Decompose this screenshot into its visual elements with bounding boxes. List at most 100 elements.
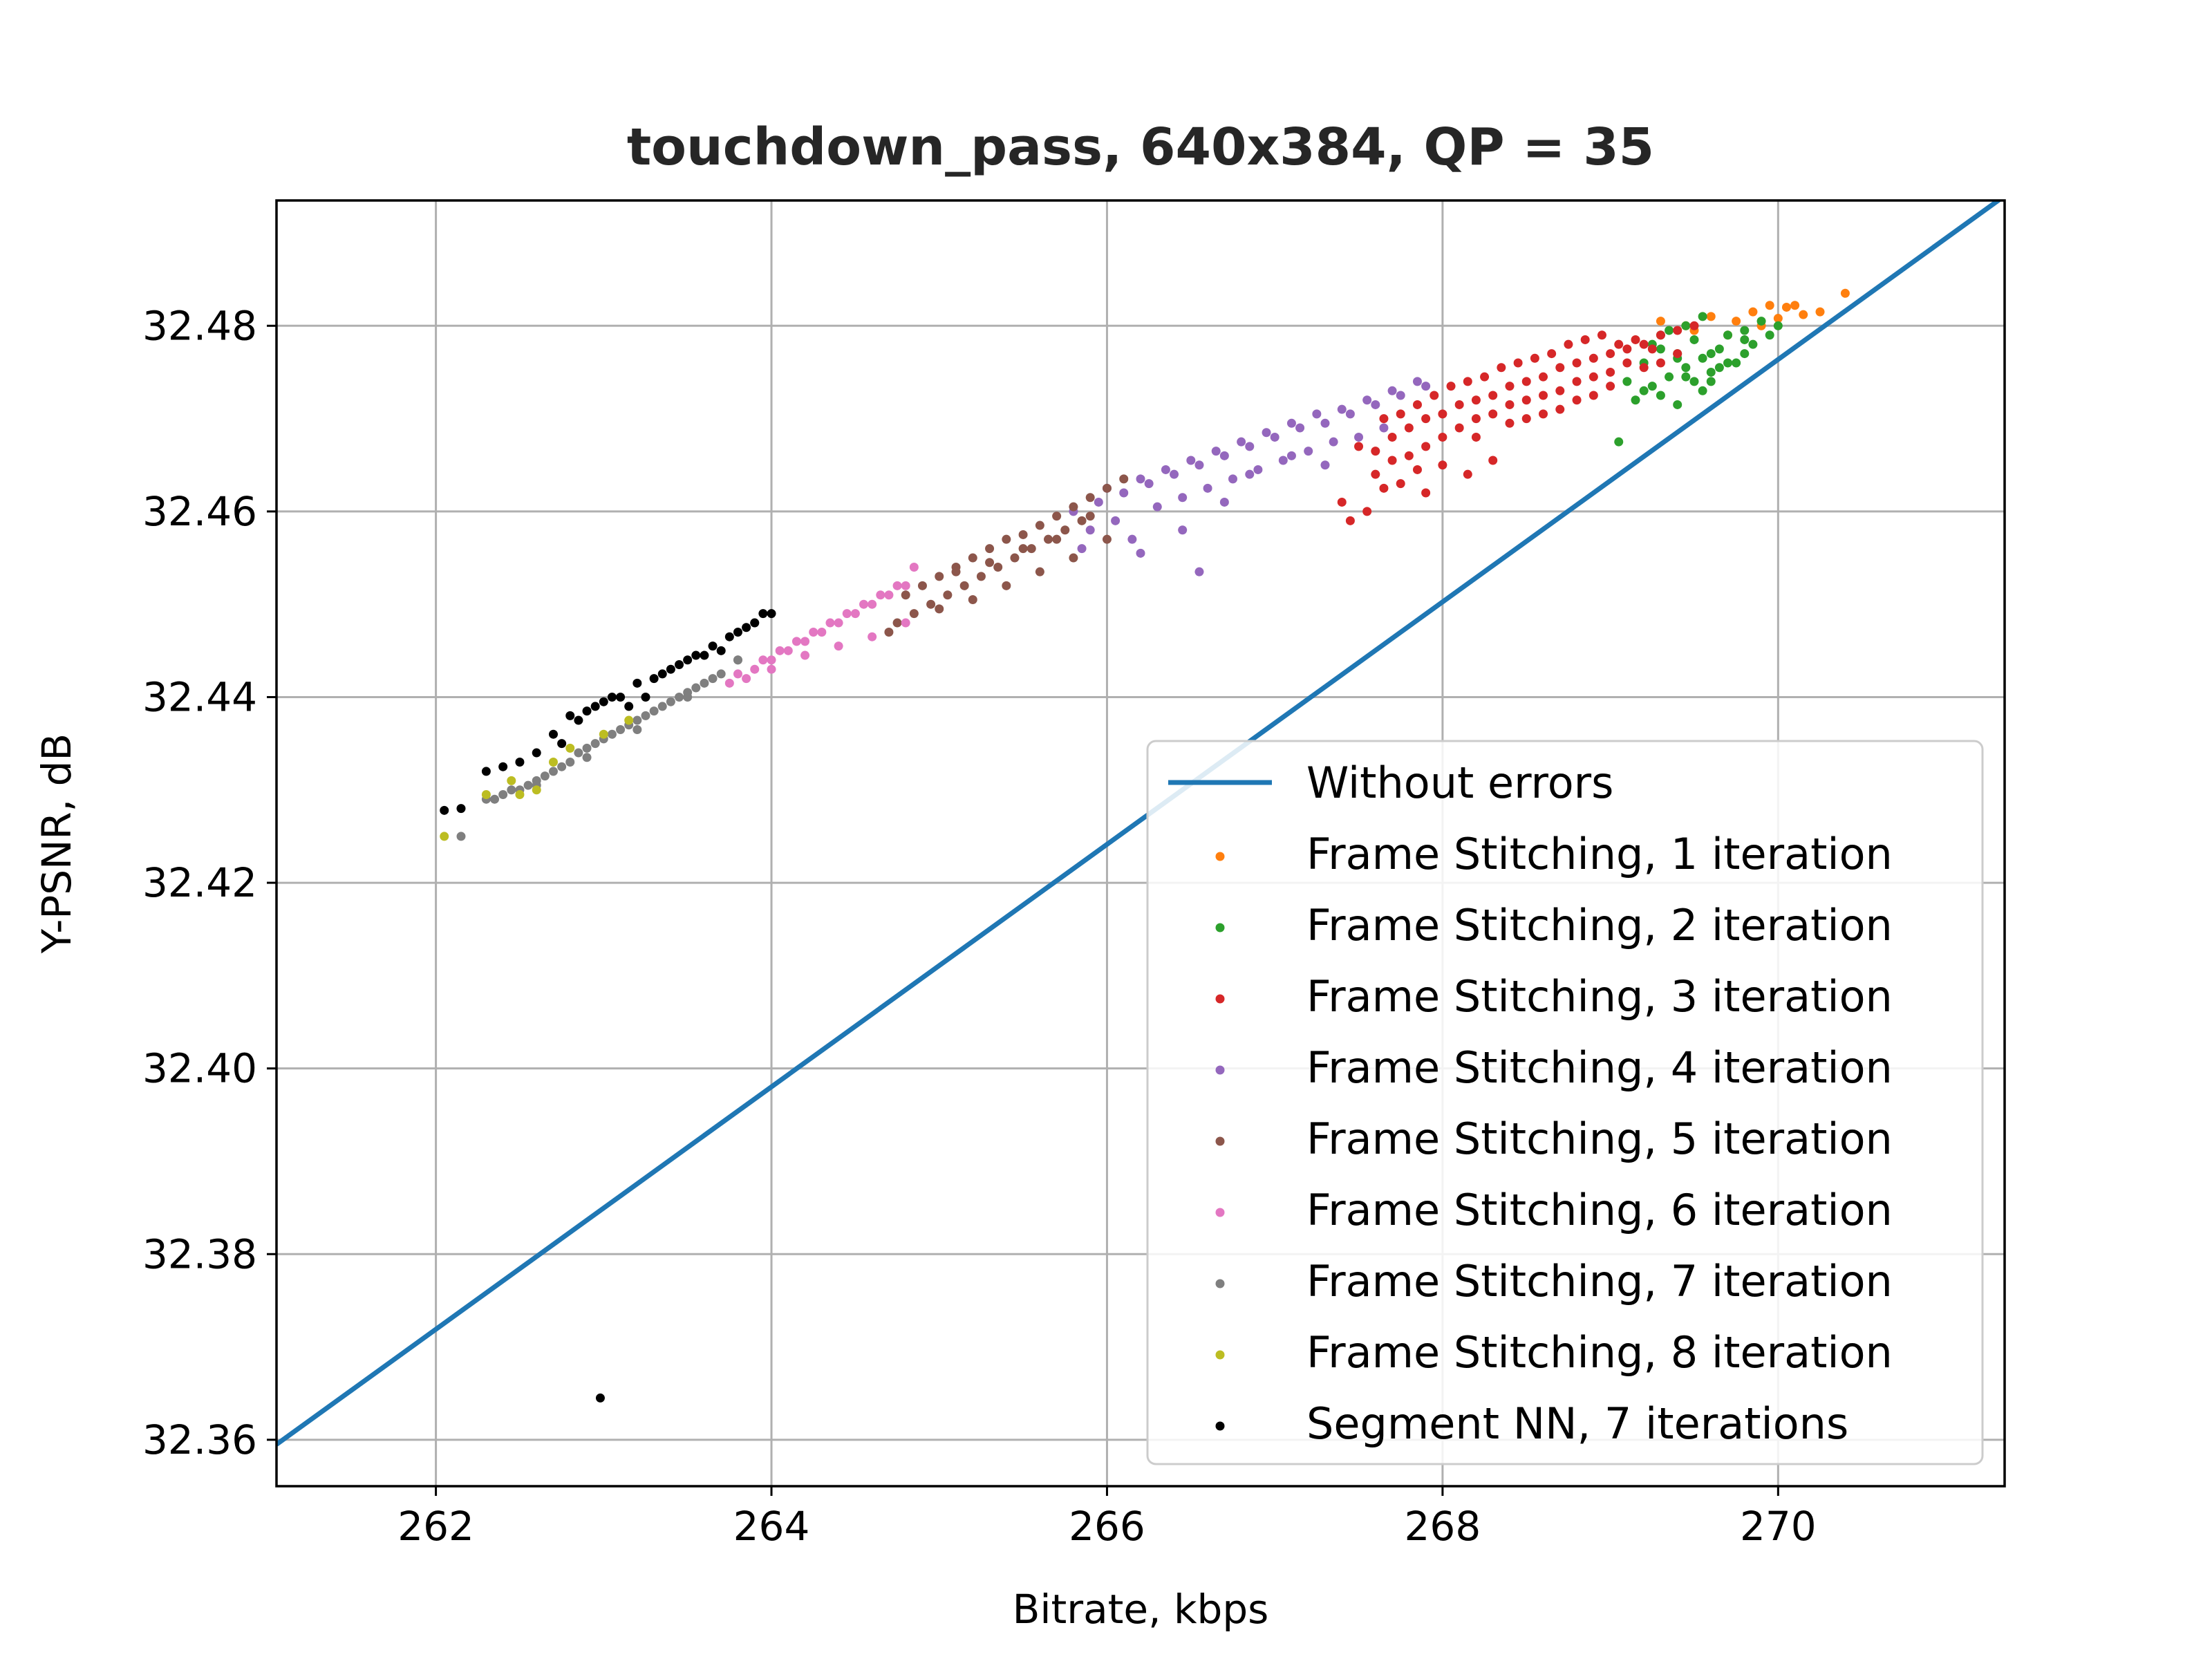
data-point (1656, 317, 1665, 326)
data-point (657, 702, 667, 711)
data-point (1320, 418, 1330, 428)
data-point (557, 762, 567, 771)
data-point (1412, 377, 1422, 386)
data-point (540, 771, 550, 781)
data-point (742, 623, 751, 632)
data-point (1111, 516, 1121, 525)
data-point (1740, 335, 1750, 344)
data-point (817, 627, 827, 637)
data-point (649, 706, 659, 716)
data-point (1673, 400, 1683, 409)
data-point (515, 757, 525, 767)
data-point (1052, 534, 1062, 544)
data-point (775, 646, 785, 655)
data-point (1480, 372, 1490, 382)
data-point (1270, 432, 1280, 442)
data-point (1421, 442, 1431, 451)
data-point (1656, 391, 1665, 400)
data-point (1286, 451, 1296, 460)
data-point (909, 609, 919, 619)
data-point (750, 664, 760, 674)
data-point (548, 729, 558, 739)
data-point (532, 748, 541, 758)
data-point (1781, 302, 1791, 312)
data-point (791, 637, 801, 646)
data-point (825, 618, 835, 628)
data-point (675, 659, 684, 669)
legend-label: Frame Stitching, 3 iteration (1306, 971, 1893, 1022)
data-point (1521, 414, 1531, 424)
data-point (1689, 321, 1699, 330)
data-point (1656, 358, 1665, 368)
data-point (481, 789, 491, 799)
data-point (1580, 335, 1590, 344)
data-point (1387, 432, 1397, 442)
data-point (834, 641, 843, 651)
data-point (548, 767, 558, 776)
data-point (985, 558, 995, 568)
data-point (657, 669, 667, 679)
data-point (868, 599, 877, 609)
data-point (1639, 363, 1649, 373)
series-3-points (1337, 321, 1699, 525)
data-point (666, 664, 675, 674)
data-point (507, 776, 516, 785)
data-point (1371, 400, 1380, 409)
data-point (1505, 400, 1515, 409)
data-point (1194, 567, 1204, 577)
data-point (1505, 418, 1515, 428)
data-point (456, 832, 466, 841)
data-point (1756, 317, 1766, 326)
data-point (548, 757, 558, 767)
data-point (1513, 358, 1523, 368)
x-tick-label: 264 (733, 1503, 810, 1550)
series-4-points (1069, 377, 1431, 577)
legend-item: Frame Stitching, 6 iteration (1215, 1185, 1893, 1235)
y-tick-label: 32.46 (142, 488, 257, 535)
data-point (1463, 377, 1472, 386)
legend-item: Frame Stitching, 2 iteration (1215, 900, 1893, 950)
data-point (1362, 507, 1372, 516)
data-point (1203, 483, 1212, 493)
data-point (1588, 391, 1598, 400)
data-point (993, 562, 1003, 572)
data-point (440, 805, 449, 815)
data-point (1606, 349, 1615, 359)
data-point (1681, 372, 1691, 382)
data-point (1219, 451, 1229, 460)
data-point (1060, 525, 1070, 535)
data-point (595, 1393, 605, 1403)
data-point (1488, 409, 1498, 419)
data-point (624, 702, 634, 711)
data-point (1572, 377, 1582, 386)
data-point (800, 637, 810, 646)
data-point (1144, 479, 1154, 489)
data-point (976, 572, 986, 581)
data-point (1295, 423, 1305, 433)
legend-marker (1215, 1136, 1225, 1146)
data-point (1454, 400, 1464, 409)
data-point (1387, 456, 1397, 465)
legend-marker (1215, 1350, 1225, 1360)
chart-title: touchdown_pass, 640x384, QP = 35 (627, 118, 1654, 177)
data-point (1471, 414, 1481, 424)
data-point (1262, 428, 1271, 438)
data-point (1178, 525, 1188, 535)
axis-ticks: 262 264 266 268 270 32.36 32.38 32.40 32.42 32.44… (142, 302, 1817, 1550)
data-point (859, 599, 869, 609)
series-1-points (1656, 288, 1850, 340)
data-point (1152, 502, 1162, 512)
data-point (1371, 447, 1380, 456)
legend-item: Frame Stitching, 8 iteration (1215, 1327, 1893, 1378)
data-point (1723, 358, 1733, 368)
data-point (842, 609, 852, 619)
data-point (1488, 456, 1498, 465)
data-point (733, 655, 742, 665)
data-point (456, 804, 466, 814)
data-point (1740, 326, 1750, 335)
data-point (1102, 534, 1112, 544)
legend-label: Segment NN, 7 iterations (1306, 1398, 1848, 1449)
data-point (599, 729, 608, 739)
data-point (1497, 363, 1506, 373)
x-tick-label: 262 (397, 1503, 474, 1550)
